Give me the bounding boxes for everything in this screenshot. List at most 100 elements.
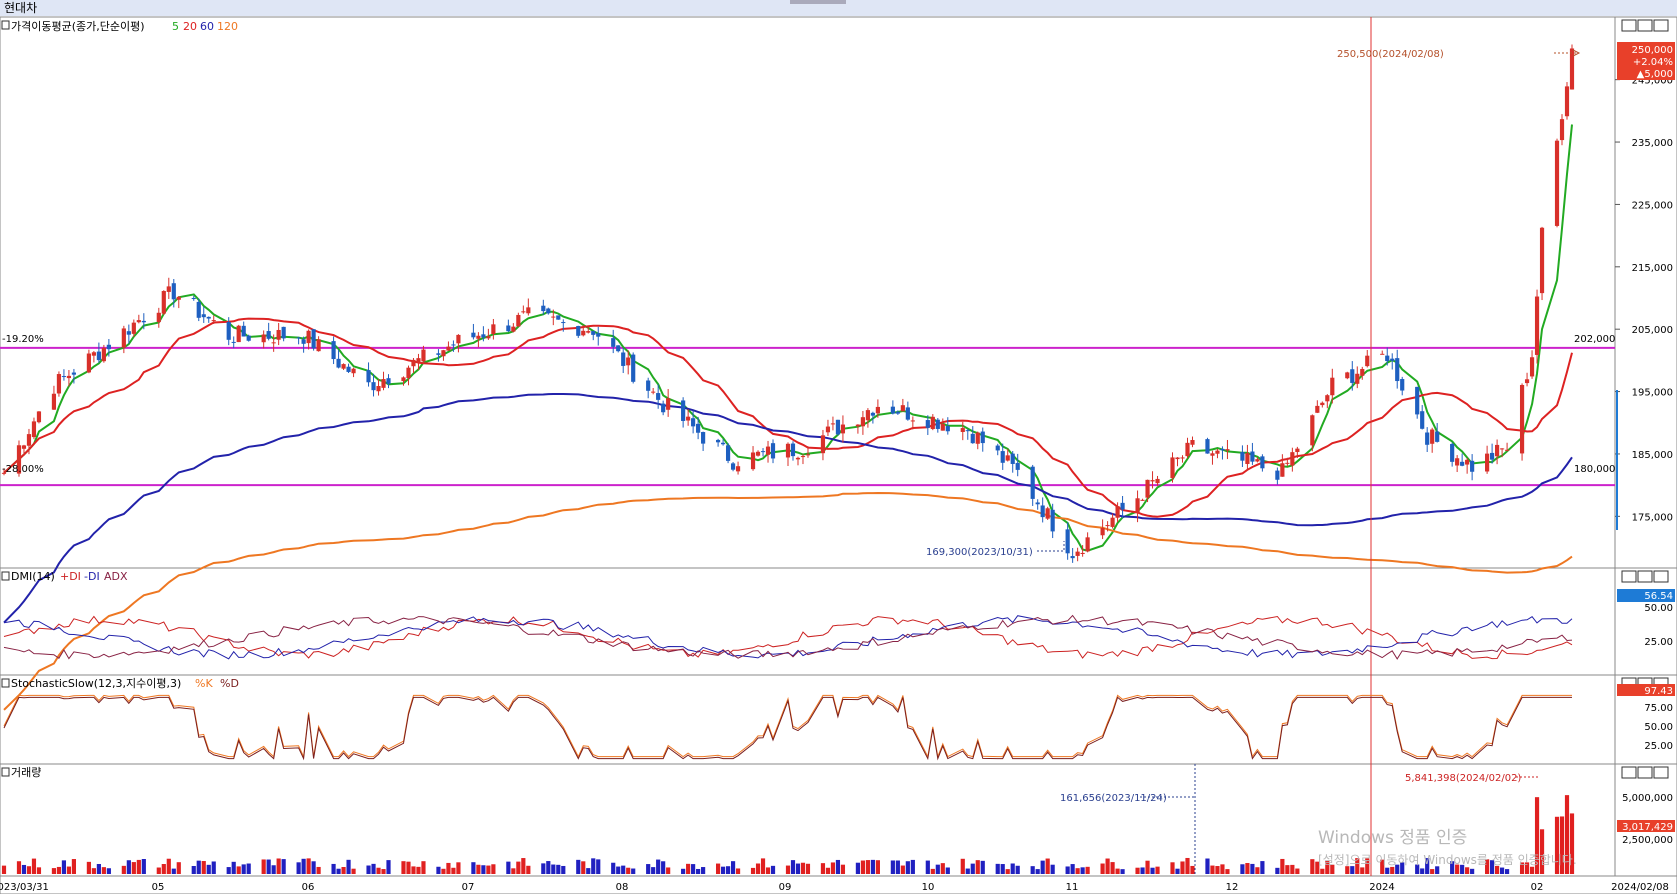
x-tick-label: 12 (1226, 882, 1239, 893)
volume-bar (1435, 866, 1440, 874)
volume-bar (1145, 860, 1150, 874)
ma-20-line (3, 317, 1573, 518)
dmi-tick-50: 50.00 (1644, 603, 1673, 614)
candle-body (96, 351, 101, 361)
volume-bar (730, 861, 736, 874)
volume-bar (341, 867, 346, 874)
volume-bar (241, 864, 246, 874)
candle-body (526, 307, 531, 314)
volume-bar (616, 866, 621, 874)
volume-bar (586, 868, 591, 874)
volume-bar (725, 866, 731, 874)
volume-bar (1315, 861, 1320, 874)
dmi-+DI-line (3, 615, 1573, 660)
candle-body (196, 301, 201, 318)
candle-body (1140, 499, 1145, 501)
candle-body (651, 391, 656, 393)
candle-body (1499, 448, 1505, 450)
candle-body (1325, 395, 1330, 402)
candle-body (1035, 502, 1040, 505)
candle-body (441, 350, 446, 357)
volume-bar (1000, 864, 1005, 874)
volume-bar (1105, 858, 1110, 874)
volume-bar (231, 861, 236, 874)
volume-bar (1220, 864, 1225, 874)
volume-bar (1290, 864, 1295, 874)
volume-bar (211, 861, 216, 874)
volume-bar (1395, 864, 1400, 874)
dmi-ADX-line (3, 614, 1573, 660)
candle-body (1260, 456, 1265, 469)
candle-body (446, 346, 451, 351)
candle-body (611, 338, 616, 347)
volume-bar (875, 860, 880, 874)
candle-body (1485, 453, 1490, 472)
price-window-icons[interactable] (1621, 19, 1669, 32)
volume-window-icons[interactable] (1621, 766, 1669, 779)
volume-bar (1380, 859, 1385, 874)
volume-bar (401, 861, 406, 874)
volume-bar (26, 866, 32, 874)
candle-body (1030, 466, 1035, 499)
price-legend: 가격이동평균(종가,단순이평) 5 20 60 120 (1, 20, 238, 33)
candle-body (875, 406, 880, 414)
price-y-axis: 245,000 235,000 225,000 215,000 205,000 195,0… (1615, 76, 1673, 523)
volume-bar (1280, 858, 1285, 874)
candle-body (1365, 355, 1370, 367)
volume-bar (1460, 864, 1465, 874)
dmi-current-box (1617, 589, 1675, 602)
candle-body (1564, 86, 1570, 117)
candle-body (176, 296, 181, 300)
candle-body (835, 419, 841, 435)
volume-bar (406, 861, 411, 874)
volume-bar (1455, 864, 1460, 874)
candle-body (945, 426, 950, 432)
stoch-window-icons[interactable] (1621, 677, 1669, 690)
lower-line-pct: -28.00% (2, 464, 44, 475)
candle-body (1450, 443, 1455, 462)
candle-body (1455, 458, 1460, 466)
candle-body (306, 330, 311, 344)
volume-bar (66, 866, 72, 874)
candle-body (735, 466, 741, 472)
volume-bar (71, 859, 77, 874)
candle-body (546, 308, 551, 314)
dmi-window-icons[interactable] (1621, 570, 1669, 583)
volume-bar (735, 868, 741, 874)
volume-bar (666, 867, 671, 874)
volume-bar (1559, 816, 1565, 874)
candle-body (281, 326, 286, 339)
candle-body (1425, 432, 1430, 445)
volume-bar (1275, 867, 1280, 874)
volume-bar (1245, 863, 1250, 874)
volume-bar (296, 862, 301, 874)
volume-bar (1115, 868, 1120, 874)
volume-bar (481, 865, 486, 874)
volume-bar (266, 859, 271, 874)
candle-body (551, 316, 556, 318)
candle-body (401, 377, 406, 382)
volume-bar (386, 860, 391, 874)
volume-bar (1065, 866, 1070, 874)
volume-bar (750, 867, 756, 874)
volume-high-annotation: 5,841,398(2024/02/02) (1405, 773, 1521, 784)
volume-bar (556, 864, 561, 874)
dmi-title: DMI(14) (11, 570, 55, 583)
candle-body (516, 314, 521, 327)
candle-body (131, 322, 136, 334)
volume-current: 3,017,429 (1622, 822, 1673, 833)
candle-body (750, 452, 756, 470)
volume-bar (765, 867, 771, 874)
volume-bar (551, 864, 556, 874)
candle-body (765, 446, 771, 455)
volume-bar (91, 868, 96, 874)
volume-title: 거래량 (11, 766, 41, 779)
volume-bar (621, 865, 626, 874)
candle-body (591, 331, 596, 335)
volume-bar (36, 867, 42, 874)
volume-bar (1495, 865, 1500, 874)
volume-bar (1285, 865, 1290, 874)
candle-body (795, 457, 801, 460)
volume-bar (301, 858, 306, 874)
candle-body (1135, 498, 1140, 514)
